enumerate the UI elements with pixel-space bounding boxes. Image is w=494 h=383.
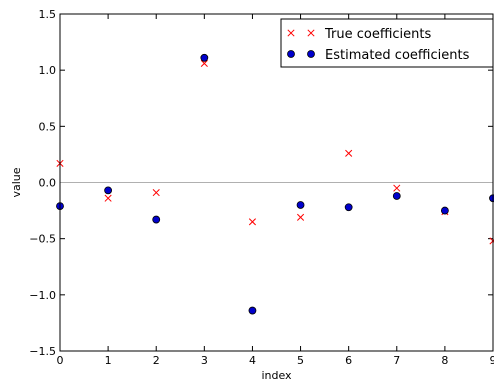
x-tick-label: 5: [297, 354, 304, 367]
legend-marker-dot: [287, 50, 295, 58]
estimated-coefficient-point: [392, 192, 401, 200]
x-axis-label: index: [261, 369, 292, 382]
ticks-layer: [59, 13, 494, 352]
x-tick-label: 9: [490, 354, 494, 367]
estimated-coefficient-point: [200, 53, 209, 62]
true-coefficient-point: [152, 189, 160, 197]
x-tick-label: 7: [393, 354, 400, 367]
estimated-coefficient-point: [440, 206, 449, 215]
x-tick-label: 2: [153, 354, 160, 367]
true-coefficient-point: [104, 194, 112, 202]
legend-box: [280, 18, 494, 68]
legend-label: True coefficients: [324, 27, 432, 42]
legend-entries: True coefficients Estimated coefficients: [287, 27, 470, 63]
y-tick-label: 1.0: [39, 64, 57, 77]
y-tick-label: −1.0: [29, 289, 56, 302]
y-tick-label: 0.5: [39, 120, 57, 133]
estimated-coefficient-point: [344, 203, 353, 212]
x-tick-label: 3: [201, 354, 208, 367]
legend-marker-x: [287, 29, 295, 37]
data-marks-layer: [56, 53, 494, 315]
estimated-coefficient-point: [296, 201, 305, 209]
x-tick-label: 0: [57, 354, 64, 367]
series-x: [56, 59, 494, 245]
legend-marker-dot: [307, 50, 315, 58]
y-axis-label: value: [10, 167, 23, 197]
legend-entry: True coefficients: [287, 27, 432, 42]
y-tick-label: 0.0: [39, 177, 57, 190]
plot-area-frame: [59, 13, 494, 352]
estimated-coefficient-point: [152, 215, 161, 224]
true-coefficient-point: [248, 218, 256, 226]
y-tick-label: −0.5: [29, 233, 56, 246]
series-circle: [56, 53, 494, 315]
x-tick-label: 8: [441, 354, 448, 367]
legend-entry: Estimated coefficients: [287, 48, 470, 63]
estimated-coefficient-point: [248, 306, 257, 315]
x-tick-label: 4: [249, 354, 256, 367]
true-coefficient-point: [200, 59, 208, 67]
true-coefficient-point: [393, 184, 401, 192]
x-tick-label: 1: [105, 354, 112, 367]
true-coefficient-point: [297, 213, 305, 221]
estimated-coefficient-point: [104, 186, 113, 195]
legend: True coefficients Estimated coefficients: [280, 18, 494, 68]
tick-labels-layer: 0 1 2 3 4 5 6 7 8 9 −1.5 −1.0 −0.5 0.0 0.5 1.0 1.5: [29, 8, 494, 367]
x-tick-label: 6: [345, 354, 352, 367]
legend-marker-x: [307, 29, 315, 37]
y-tick-label: −1.5: [29, 345, 56, 358]
legend-label: Estimated coefficients: [325, 48, 470, 63]
true-coefficient-point: [345, 149, 353, 157]
y-tick-label: 1.5: [39, 8, 57, 21]
